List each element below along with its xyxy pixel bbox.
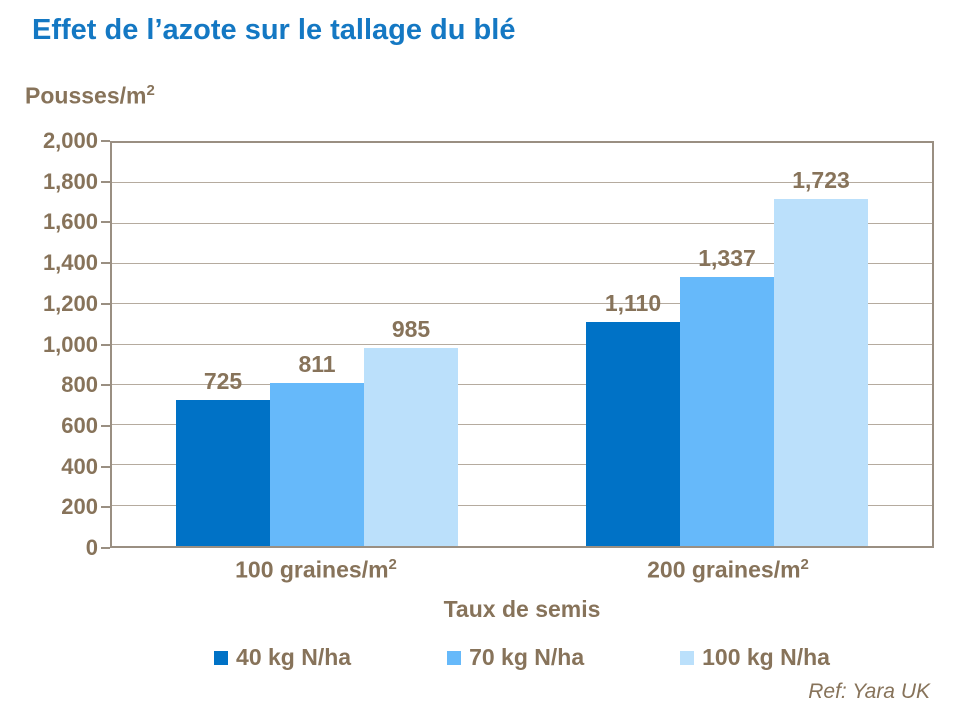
y-axis-tick-labels: 0 200 400 600 800 1,000 1,200 1,400 1,600 1,800 2,… [0,128,98,560]
gridlines [112,143,932,546]
legend-swatch [680,650,695,665]
y-tick-label: 400 [61,453,98,479]
y-axis-title-superscript: 2 [146,82,155,99]
y-axis-tick-marks [101,140,110,549]
source-reference: Ref: Yara UK [808,680,930,703]
bar-value-label: 1,337 [698,244,756,271]
bar-group: 1,110 1,337 1,723 [522,143,932,546]
tick-mark [101,384,110,387]
legend-swatch [447,650,462,665]
y-tick-label: 2,000 [42,128,98,153]
y-tick-label: 0 [85,535,98,560]
bar-value-label: 985 [391,315,431,342]
bar-column: 1,110 [586,143,680,546]
bar-value-label: 1,723 [792,166,850,193]
tick-mark [101,180,110,183]
legend-label: 100 kg N/ha [702,644,830,670]
y-tick-label: 1,800 [42,168,98,194]
bar-column: 1,337 [680,143,774,546]
bar [680,276,774,546]
bar [586,322,680,546]
tick-mark [101,302,110,305]
tick-mark [101,343,110,346]
gridline [112,424,932,426]
bar-value-label: 725 [203,367,243,394]
y-tick-label: 800 [61,372,98,398]
legend-label: 70 kg N/ha [469,644,585,670]
tick-mark [101,262,110,265]
bar-column: 811 [270,143,364,546]
x-axis-title: Taux de semis [443,596,601,622]
tick-mark [101,465,110,468]
bar-column: 985 [364,143,458,546]
gridline [112,222,932,224]
gridline [112,383,932,385]
plot-area: 725 811 985 1,110 1,337 1,723 [110,141,934,548]
tick-mark [101,506,110,509]
bar [774,198,868,546]
gridline [112,343,932,345]
y-axis-title: Pousses/m2 [25,82,155,110]
y-axis-title-text: Pousses/m [25,82,147,109]
tick-mark [101,424,110,427]
bar-value-label: 1,110 [604,290,662,317]
tick-mark [101,547,110,549]
gridline [112,262,932,264]
bar [176,399,270,546]
y-tick-label: 600 [61,412,98,438]
legend-label: 40 kg N/ha [236,644,352,670]
gridline [112,182,932,184]
legend-item: 100 kg N/ha [680,644,830,671]
y-tick-label: 200 [61,494,98,520]
bar-value-label: 811 [298,350,336,377]
gridline [112,464,932,466]
bar-column: 1,723 [774,143,868,546]
y-tick-label: 1,000 [42,331,98,357]
legend-item: 40 kg N/ha [214,644,351,671]
legend-item: 70 kg N/ha [447,644,584,671]
tick-mark [101,221,110,224]
tick-mark [101,140,110,142]
gridline [112,303,932,305]
y-tick-label: 1,400 [42,250,98,276]
legend-swatch [214,650,229,665]
category-label: 200 graines/m2 [647,556,809,583]
gridline [112,504,932,506]
y-tick-label: 1,200 [42,290,98,316]
x-axis-category-labels: 100 graines/m2 200 graines/m2 [110,556,934,584]
bar-column: 725 [176,143,270,546]
legend: 40 kg N/ha 70 kg N/ha 100 kg N/ha [110,644,934,671]
y-tick-label: 1,600 [42,209,98,235]
category-label: 100 graines/m2 [235,556,397,583]
chart-title: Effet de l’azote sur le tallage du blé [32,14,516,46]
bar [364,347,458,546]
bar [270,382,364,546]
bar-group: 725 811 985 [112,143,522,546]
